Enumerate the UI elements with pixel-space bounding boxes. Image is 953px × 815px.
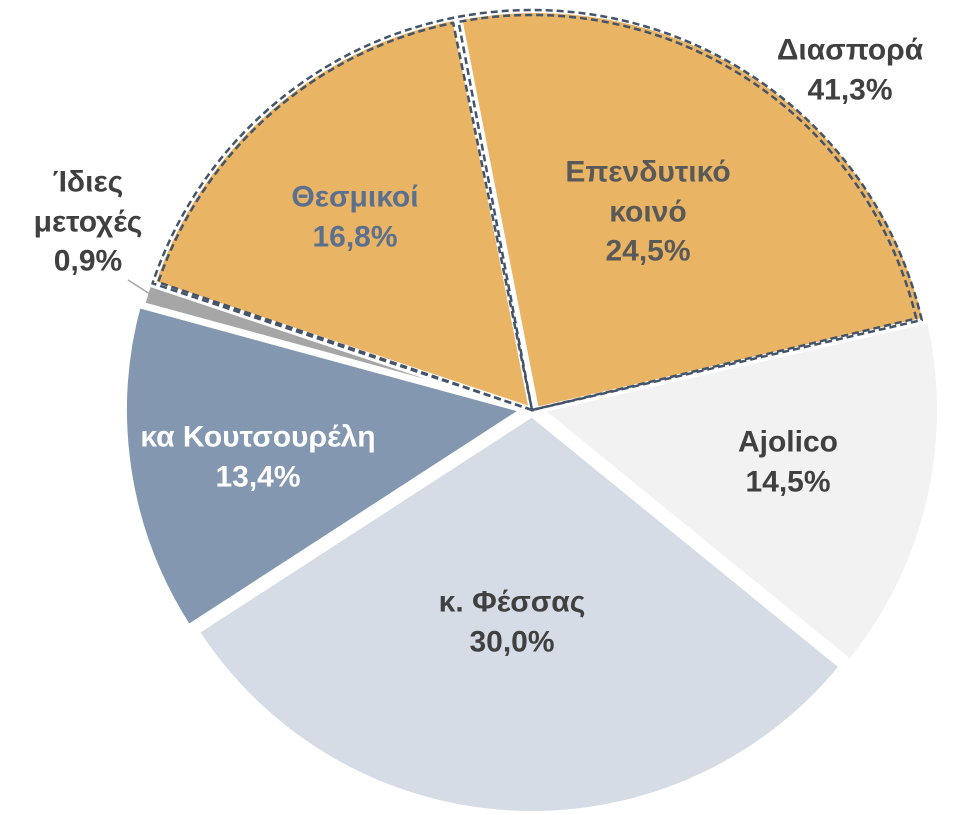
group-value: 41,3% bbox=[807, 73, 893, 106]
slice-label: Ίδιες μετοχές 0,9% bbox=[3, 163, 173, 282]
category-label: κ. Φέσσας bbox=[438, 585, 586, 619]
category-label: κα Κουτσουρέλη bbox=[140, 420, 376, 454]
value-label: 0,9% bbox=[53, 244, 123, 278]
slice-label: Ajolico 14,5% bbox=[678, 422, 898, 501]
slice-label: κα Κουτσουρέλη 13,4% bbox=[128, 417, 388, 496]
slice-outline bbox=[156, 21, 534, 412]
slice-outline bbox=[457, 13, 918, 412]
category-label: Επενδυτικό κοινό bbox=[565, 155, 731, 229]
pie-slice bbox=[121, 301, 527, 631]
value-label: 14,5% bbox=[745, 465, 831, 498]
value-label: 30,0% bbox=[469, 625, 555, 658]
pie-slice bbox=[193, 411, 846, 815]
category-label: Ajolico bbox=[737, 425, 838, 459]
slice-label: κ. Φέσσας 30,0% bbox=[382, 582, 642, 661]
pie-slice bbox=[537, 317, 943, 666]
value-label: 24,5% bbox=[605, 234, 691, 268]
leader-line bbox=[127, 279, 151, 295]
value-label: 13,4% bbox=[215, 460, 301, 493]
group-outline bbox=[151, 8, 924, 412]
category-label: Θεσμικοί bbox=[291, 180, 419, 214]
slice-label: Επενδυτικό κοινό 24,5% bbox=[538, 153, 758, 272]
category-label: Ίδιες μετοχές bbox=[33, 165, 143, 239]
value-label: 16,8% bbox=[312, 220, 398, 253]
slice-label: Θεσμικοί 16,8% bbox=[255, 177, 455, 256]
group-name: Διασπορά bbox=[776, 33, 924, 67]
group-label: Διασπορά 41,3% bbox=[740, 30, 953, 109]
